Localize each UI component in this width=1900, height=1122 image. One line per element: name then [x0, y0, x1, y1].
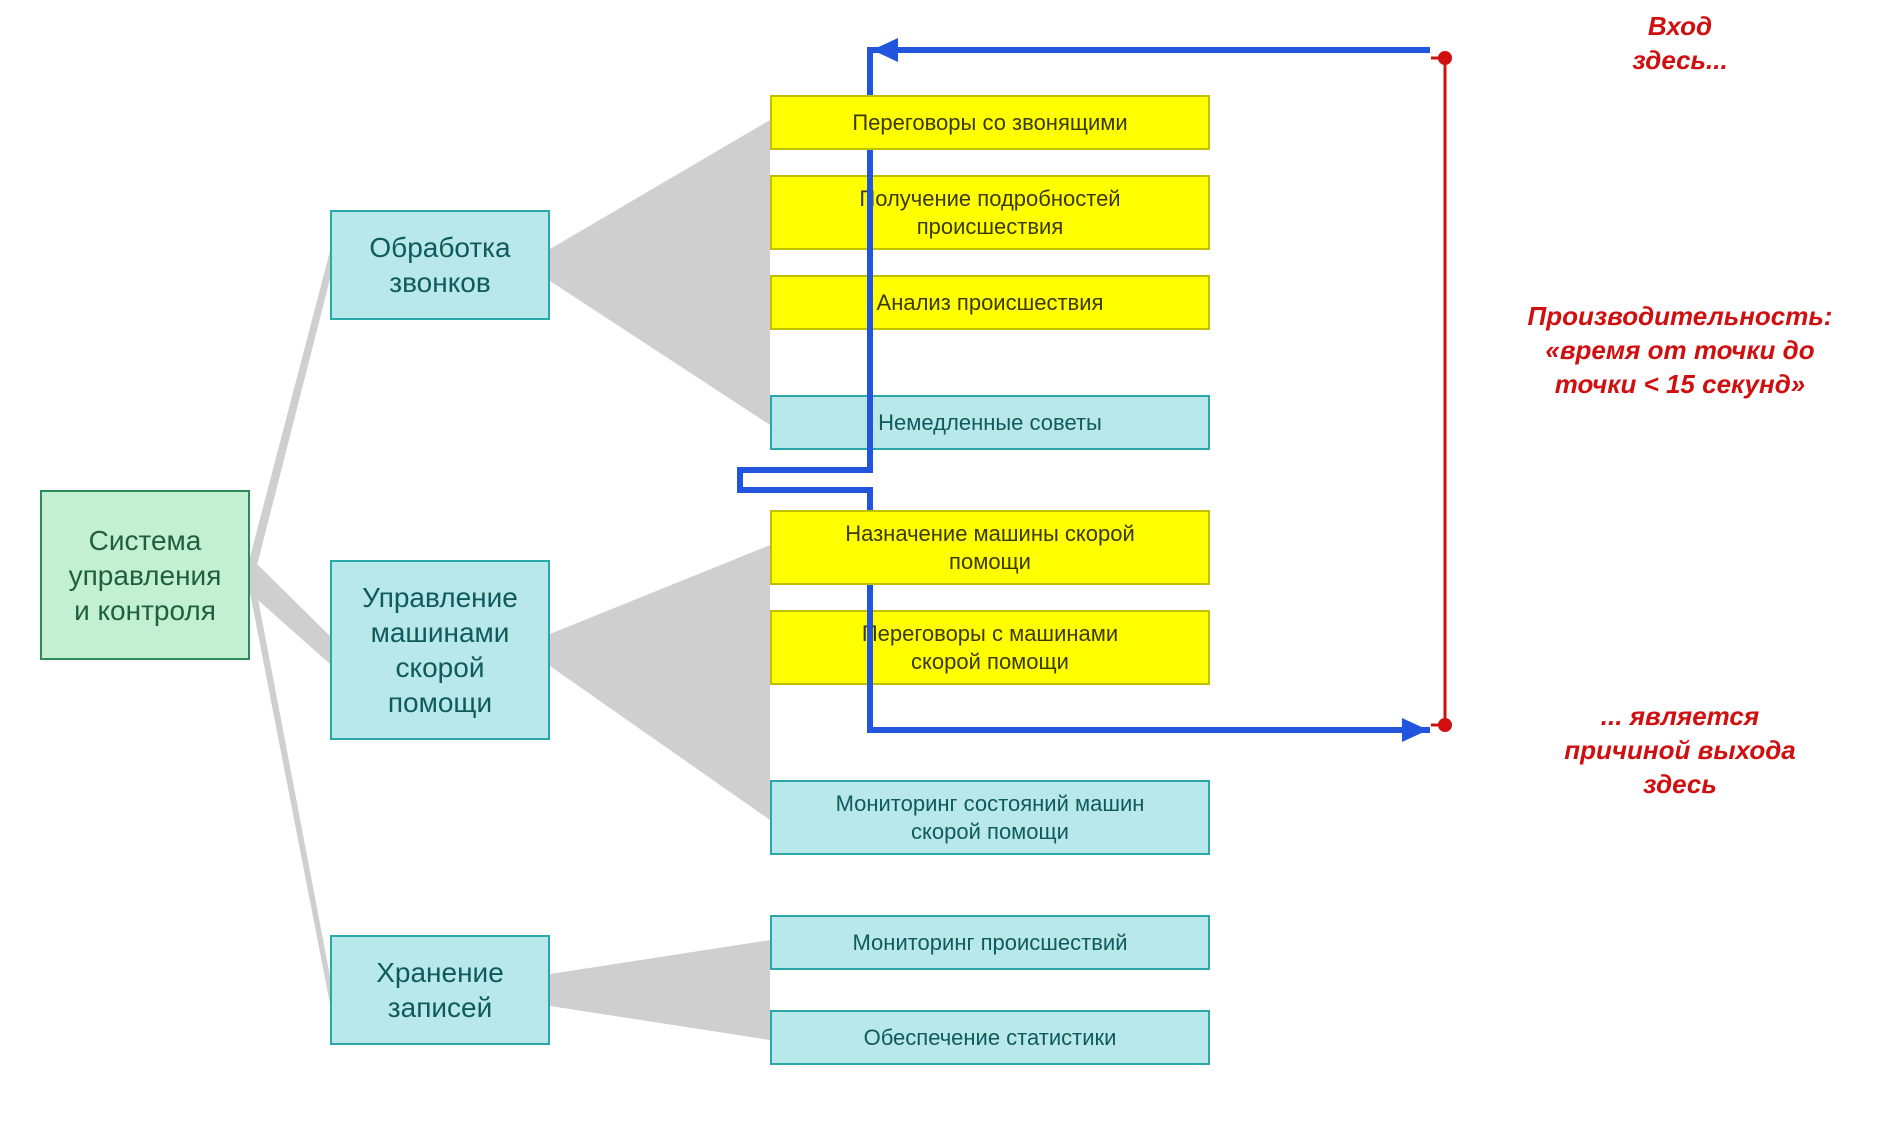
- leaf-node-ambulance-1: Переговоры с машинамискорой помощи: [770, 610, 1210, 685]
- leaf-node-calls-3: Немедленные советы: [770, 395, 1210, 450]
- leaf-node-calls-0: Переговоры со звонящими: [770, 95, 1210, 150]
- group-node-calls: Обработказвонков: [330, 210, 550, 320]
- leaf-node-calls-1: Получение подробностейпроисшествия: [770, 175, 1210, 250]
- group-node-records: Хранениезаписей: [330, 935, 550, 1045]
- annotation-entry: Входздесь...: [1520, 10, 1840, 78]
- group-node-ambulance: Управлениемашинамискоройпомощи: [330, 560, 550, 740]
- leaf-node-calls-2: Анализ происшествия: [770, 275, 1210, 330]
- annotation-perf: Производительность:«время от точки доточ…: [1470, 300, 1890, 401]
- leaf-node-records-0: Мониторинг происшествий: [770, 915, 1210, 970]
- leaf-node-records-1: Обеспечение статистики: [770, 1010, 1210, 1065]
- leaf-node-ambulance-0: Назначение машины скоройпомощи: [770, 510, 1210, 585]
- root-node: Системауправленияи контроля: [40, 490, 250, 660]
- leaf-node-ambulance-2: Мониторинг состояний машинскорой помощи: [770, 780, 1210, 855]
- annotation-exit: ... являетсяпричиной выходаздесь: [1480, 700, 1880, 801]
